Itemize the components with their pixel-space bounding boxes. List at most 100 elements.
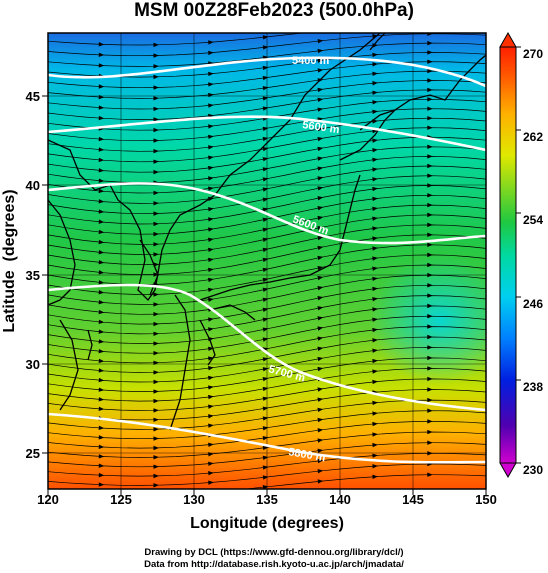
streamline-arrow — [98, 435, 105, 440]
contour-5600-a — [48, 115, 486, 152]
streamline-arrow — [427, 387, 433, 392]
x-axis-label: Longitude (degrees) — [190, 515, 344, 532]
streamline-arrow — [372, 453, 378, 458]
streamline-arrow — [153, 53, 159, 58]
streamline-arrow — [98, 425, 105, 431]
streamline-arrow — [427, 408, 433, 413]
colorbar-tick-270: 270 — [523, 47, 543, 61]
y-tick-45: 45 — [26, 89, 40, 104]
streamline-arrow — [208, 375, 214, 381]
streamline-arrow — [98, 157, 105, 163]
streamline-arrow — [98, 229, 105, 235]
streamline-arrow — [427, 397, 433, 403]
streamline-arrow — [427, 472, 433, 477]
streamline-arrow — [153, 190, 159, 196]
streamline-arrow — [427, 202, 433, 208]
streamline-arrow — [208, 207, 214, 212]
streamline-arrow — [427, 68, 433, 74]
colorbar-tick-246: 246 — [523, 297, 543, 311]
streamline-arrow — [153, 272, 159, 277]
streamline-arrow — [317, 176, 324, 181]
y-tick-25: 25 — [26, 446, 40, 461]
colorbar-tick-238: 238 — [523, 380, 543, 394]
streamline-arrow — [153, 211, 159, 216]
streamline-arrow — [98, 463, 105, 468]
streamline-arrow — [98, 406, 105, 412]
streamline-arrow — [98, 239, 105, 245]
streamline-arrow — [427, 154, 433, 159]
streamline-arrow — [208, 71, 214, 77]
streamline-arrow — [98, 454, 105, 459]
streamline-arrow — [317, 275, 324, 281]
contour-label-5600-a: 5600 m — [302, 119, 341, 136]
contour-5800 — [48, 412, 486, 464]
streamline-arrow — [317, 346, 324, 351]
streamline-arrow — [427, 345, 433, 350]
streamline-arrow — [208, 461, 214, 466]
streamline-arrow — [317, 428, 324, 433]
footer-credit-data: Data from http://database.rish.kyoto-u.a… — [144, 559, 404, 570]
streamline-arrow — [98, 84, 105, 89]
streamline-arrow — [372, 62, 378, 67]
map-title: MSM 00Z28Feb2023 (500.0hPa) — [134, 0, 414, 21]
streamline-arrow — [153, 159, 159, 164]
streamline-arrow — [208, 40, 214, 45]
streamline-arrow — [208, 404, 214, 409]
streamline-arrow — [317, 296, 324, 301]
streamline-arrow — [153, 417, 159, 423]
streamline-arrow — [98, 115, 105, 121]
streamline-arrow — [372, 400, 378, 406]
streamline-arrow — [153, 42, 159, 48]
streamline-arrow — [317, 166, 324, 171]
streamline-arrow — [372, 196, 378, 202]
streamline-arrow — [427, 366, 433, 371]
streamline-arrow — [317, 469, 324, 474]
streamline-arrow — [317, 306, 324, 311]
streamline-arrow — [372, 186, 378, 192]
streamline-arrow — [262, 65, 269, 71]
streamline-arrow — [427, 451, 433, 456]
streamline-arrow — [372, 138, 378, 143]
streamline-arrow — [153, 64, 159, 69]
streamline-arrow — [427, 212, 433, 218]
streamline-arrow — [153, 221, 159, 227]
streamline-arrow — [153, 96, 159, 101]
streamline-arrow — [317, 397, 324, 402]
streamline-arrow — [427, 303, 433, 309]
streamline-arrow — [427, 283, 433, 288]
streamline-arrow — [208, 423, 214, 428]
streamline-arrow — [98, 52, 105, 58]
streamline-arrow — [427, 50, 433, 55]
x-tick-125: 125 — [110, 492, 132, 507]
streamline-arrow — [372, 348, 378, 353]
contour-5400 — [48, 56, 486, 88]
streamline-arrow — [372, 148, 378, 153]
streamline-arrow — [98, 377, 105, 383]
streamline-arrow — [208, 480, 214, 485]
streamline-arrow — [427, 144, 433, 149]
streamline-arrow — [372, 206, 378, 211]
streamline-arrow — [317, 206, 324, 211]
streamline-arrow — [153, 302, 159, 307]
streamline-arrow — [98, 339, 105, 344]
streamline-arrow — [153, 252, 159, 257]
contour-label-5400: 5400 m — [292, 55, 330, 67]
streamline-arrow — [317, 196, 324, 201]
streamline-arrow — [208, 227, 214, 232]
streamline-arrow — [98, 329, 105, 334]
streamline-arrow — [208, 82, 214, 87]
streamline-arrow — [317, 438, 324, 443]
streamline-arrow — [208, 165, 214, 171]
streamline-arrow — [208, 103, 214, 108]
streamline-arrow — [372, 411, 378, 416]
streamline-arrow — [427, 106, 433, 111]
streamline-arrow — [427, 78, 433, 83]
coastlines — [48, 33, 486, 431]
streamline-arrow — [372, 338, 378, 343]
streamline-arrow — [208, 124, 214, 129]
height-contours — [48, 56, 486, 464]
streamline-arrow — [208, 414, 214, 419]
colorbar-min-triangle — [499, 462, 517, 479]
streamline-arrow — [317, 448, 324, 453]
streamline-arrow — [208, 217, 214, 222]
